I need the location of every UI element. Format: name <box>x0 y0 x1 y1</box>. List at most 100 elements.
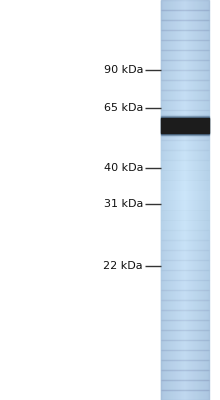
Bar <box>197 0 198 400</box>
Bar <box>161 40 209 50</box>
Bar <box>195 0 196 400</box>
Bar <box>161 330 209 340</box>
Bar <box>161 230 209 240</box>
Bar <box>161 0 162 400</box>
Bar <box>207 0 208 400</box>
Bar <box>161 118 209 134</box>
Bar <box>180 0 181 400</box>
Bar <box>193 0 194 400</box>
Bar <box>161 360 209 370</box>
Bar <box>161 60 209 70</box>
Bar <box>161 170 209 180</box>
Bar <box>161 200 209 210</box>
Bar <box>169 0 170 400</box>
Text: 31 kDa: 31 kDa <box>104 199 143 209</box>
Bar <box>161 20 209 30</box>
Bar <box>168 0 169 400</box>
Bar <box>163 0 164 400</box>
Bar <box>208 0 209 400</box>
Text: 65 kDa: 65 kDa <box>104 103 143 113</box>
Bar <box>173 0 174 400</box>
Bar <box>164 0 165 400</box>
Bar <box>161 250 209 260</box>
Bar <box>161 10 209 20</box>
Bar <box>186 0 187 400</box>
Bar <box>201 0 202 400</box>
Bar <box>161 117 209 134</box>
Bar <box>161 390 209 400</box>
Bar <box>161 260 209 270</box>
Bar <box>161 70 209 80</box>
Bar <box>161 118 209 133</box>
Bar <box>199 0 200 400</box>
Bar <box>187 0 188 400</box>
Bar <box>161 110 209 120</box>
Bar <box>161 117 209 134</box>
Bar <box>161 50 209 60</box>
Bar <box>206 0 207 400</box>
Bar <box>188 0 189 400</box>
Bar <box>165 0 166 400</box>
Bar <box>161 210 209 220</box>
Bar <box>172 0 173 400</box>
Bar <box>161 280 209 290</box>
Bar <box>161 116 209 135</box>
Text: 90 kDa: 90 kDa <box>103 65 143 75</box>
Bar <box>202 0 203 400</box>
Bar <box>161 240 209 250</box>
Bar <box>167 0 168 400</box>
Bar <box>161 220 209 230</box>
Bar <box>161 320 209 330</box>
Bar <box>196 0 197 400</box>
Bar <box>171 0 172 400</box>
Bar <box>161 115 209 136</box>
Bar <box>176 0 177 400</box>
Bar <box>161 115 209 136</box>
Bar <box>161 380 209 390</box>
Text: 40 kDa: 40 kDa <box>103 163 143 173</box>
Bar <box>183 0 184 400</box>
Bar <box>162 0 163 400</box>
Bar <box>161 120 209 130</box>
Bar <box>161 290 209 300</box>
Bar <box>161 340 209 350</box>
Bar <box>192 0 193 400</box>
Bar <box>161 140 209 150</box>
Bar <box>161 190 209 200</box>
Bar <box>161 300 209 310</box>
Bar <box>161 160 209 170</box>
Bar <box>161 90 209 100</box>
Bar <box>161 350 209 360</box>
Bar <box>161 0 209 10</box>
Bar <box>184 0 185 400</box>
Bar <box>189 0 190 400</box>
Bar <box>204 0 205 400</box>
Bar <box>161 100 209 110</box>
Text: 22 kDa: 22 kDa <box>103 261 143 271</box>
Bar <box>178 0 179 400</box>
Bar <box>194 0 195 400</box>
Bar <box>181 0 182 400</box>
Bar <box>185 0 186 400</box>
Bar <box>161 270 209 280</box>
Bar <box>177 0 178 400</box>
Bar <box>161 130 209 140</box>
Bar <box>161 80 209 90</box>
Bar <box>205 0 206 400</box>
Bar <box>161 370 209 380</box>
Bar <box>175 0 176 400</box>
Bar <box>198 0 199 400</box>
Bar <box>161 180 209 190</box>
Bar <box>170 0 171 400</box>
Bar <box>179 0 180 400</box>
Bar <box>174 0 175 400</box>
Bar <box>200 0 201 400</box>
Bar <box>161 30 209 40</box>
Bar <box>191 0 192 400</box>
Bar <box>161 116 209 136</box>
Bar <box>190 0 191 400</box>
Bar <box>166 0 167 400</box>
Bar <box>182 0 183 400</box>
Bar <box>161 116 209 135</box>
Bar <box>161 150 209 160</box>
